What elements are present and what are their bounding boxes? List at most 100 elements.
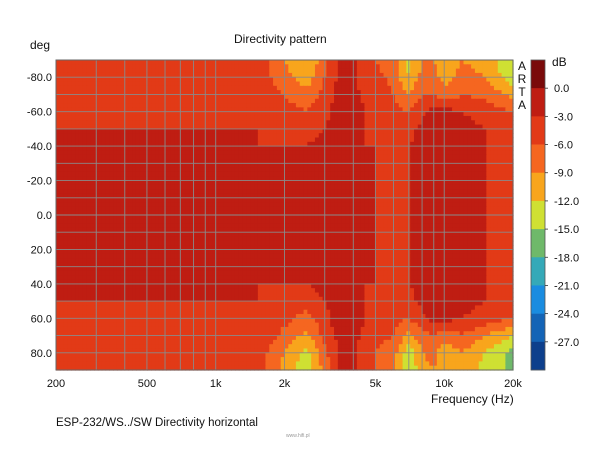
heatmap-cell [181,141,187,147]
heatmap-cell [383,197,388,203]
heatmap-cell [82,159,88,164]
heatmap-cell [113,159,118,164]
heatmap-cell [368,210,373,216]
heatmap-cell [387,232,392,238]
heatmap-cell [429,202,434,207]
heatmap-cell [436,184,442,190]
heatmap-cell [436,202,442,207]
heatmap-cell [185,77,190,83]
heatmap-cell [394,124,400,130]
heatmap-cell [109,171,114,177]
heatmap-cell [200,146,206,152]
heatmap-cell [215,111,221,117]
heatmap-cell [360,189,366,195]
heatmap-cell [303,180,308,186]
heatmap-cell [196,77,202,83]
heatmap-cell [90,180,95,186]
heatmap-cell [429,103,434,108]
heatmap-cell [379,215,385,220]
heatmap-cell [128,72,133,78]
heatmap-cell [394,90,400,96]
heatmap-cell [486,81,491,87]
heatmap-cell [318,128,324,134]
heatmap-cell [242,176,248,182]
heatmap-cell [505,81,510,87]
heatmap-cell [284,103,289,108]
heatmap-cell [223,150,228,156]
heatmap-cell [353,128,358,134]
heatmap-cell [307,150,312,156]
heatmap-cell [387,159,392,164]
heatmap-cell [448,64,453,70]
heatmap-cell [181,72,187,78]
heatmap-cell [368,128,373,134]
heatmap-cell [273,60,278,65]
heatmap-cell [311,85,316,91]
heatmap-cell [86,227,91,233]
heatmap-cell [238,223,244,229]
heatmap-cell [284,137,289,143]
heatmap-cell [455,154,461,160]
heatmap-cell [166,202,171,207]
heatmap-cell [375,103,381,108]
heatmap-cell [356,150,362,156]
heatmap-cell [295,197,301,203]
heatmap-cell [151,193,156,199]
heatmap-cell [334,115,339,121]
heatmap-cell [337,154,343,160]
heatmap-cell [493,94,499,100]
heatmap-cell [97,197,103,203]
heatmap-cell [337,90,343,96]
heatmap-cell [478,141,484,147]
heatmap-cell [299,141,305,147]
heatmap-cell [501,107,506,113]
heatmap-cell [132,98,137,104]
heatmap-cell [482,128,487,134]
heatmap-cell [189,77,194,83]
heatmap-cell [273,111,278,117]
heatmap-cell [223,85,228,91]
heatmap-cell [360,85,366,91]
heatmap-cell [486,215,491,220]
heatmap-cell [113,210,118,216]
heatmap-cell [413,68,419,74]
heatmap-cell [208,227,213,233]
heatmap-cell [345,193,350,199]
heatmap-cell [155,111,160,117]
heatmap-cell [356,189,362,195]
heatmap-cell [497,219,503,225]
heatmap-cell [463,90,468,96]
heatmap-cell [292,189,297,195]
heatmap-cell [474,171,480,177]
heatmap-cell [307,202,312,207]
heatmap-cell [410,159,415,164]
heatmap-cell [334,150,339,156]
heatmap-cell [330,141,335,147]
heatmap-cell [116,176,122,182]
heatmap-cell [193,68,198,74]
heatmap-cell [174,215,179,220]
heatmap-cell [200,103,206,108]
heatmap-cell [288,103,293,108]
heatmap-cell [56,115,61,121]
heatmap-cell [219,133,225,139]
heatmap-cell [326,141,331,147]
heatmap-cell [295,163,301,169]
heatmap-cell [318,159,324,164]
heatmap-cell [71,223,76,229]
heatmap-cell [124,206,129,212]
heatmap-cell [356,98,362,104]
heatmap-cell [364,141,369,147]
heatmap-cell [284,232,289,238]
heatmap-cell [288,159,293,164]
heatmap-cell [250,124,255,130]
heatmap-cell [204,150,209,156]
heatmap-cell [471,146,476,152]
heatmap-cell [158,159,164,164]
heatmap-cell [67,107,72,113]
heatmap-cell [425,98,430,104]
heatmap-cell [318,219,324,225]
heatmap-cell [303,111,308,117]
heatmap-cell [219,64,225,70]
heatmap-cell [356,154,362,160]
